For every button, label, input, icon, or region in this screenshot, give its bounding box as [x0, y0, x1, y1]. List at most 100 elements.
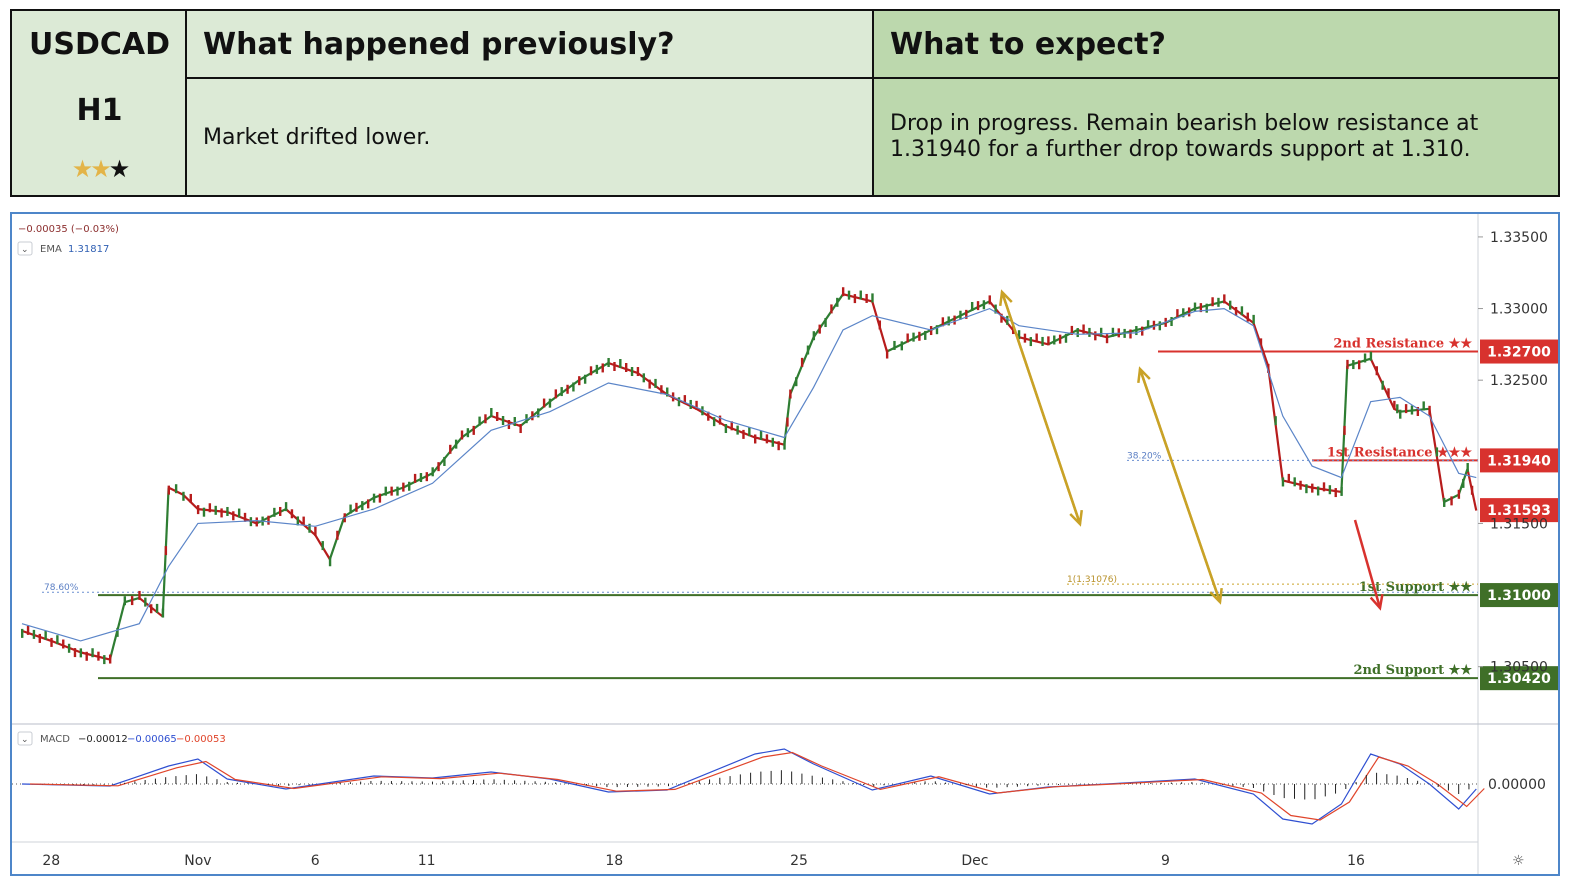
candle: [408, 481, 411, 491]
candle: [783, 440, 786, 450]
macd-collapse-button[interactable]: [17, 731, 33, 746]
candle: [789, 389, 792, 399]
level-label: 2nd Support ★★: [1354, 663, 1473, 678]
macd-zero-tick: 0.00000: [1488, 777, 1546, 793]
symbol-label: USDCAD: [28, 27, 170, 62]
candle: [214, 505, 217, 515]
candle: [1404, 404, 1408, 414]
level-price-tag: [1480, 666, 1558, 691]
candle: [742, 429, 745, 439]
price-segment: [519, 400, 551, 427]
ema-value: 1.31817: [68, 244, 109, 255]
candle: [918, 331, 921, 341]
candle: [336, 530, 339, 540]
candle: [660, 385, 663, 395]
candle: [695, 400, 698, 410]
candle: [572, 382, 575, 392]
candle: [490, 407, 493, 417]
current-price-text: 1.31593: [1487, 503, 1551, 519]
price-segment: [1194, 300, 1225, 310]
candle: [589, 366, 593, 376]
candle: [466, 428, 470, 438]
candle: [878, 320, 882, 330]
candle: [1252, 314, 1255, 324]
change-readout: −0.00035 (−0.03%): [18, 224, 119, 235]
candle: [189, 493, 192, 503]
candle: [1012, 325, 1015, 335]
star-empty-icon: ★: [108, 155, 130, 183]
y-tick-label: 1.32500: [1490, 373, 1548, 389]
candle: [390, 486, 393, 496]
price-segment: [285, 508, 316, 536]
candle: [182, 491, 185, 501]
candle: [1328, 485, 1332, 495]
candle: [1281, 477, 1285, 487]
ema-label: EMA: [40, 244, 62, 255]
candle: [1396, 404, 1399, 414]
candle: [255, 517, 258, 527]
candle: [321, 541, 324, 551]
candle: [1182, 308, 1185, 318]
candle: [765, 434, 769, 444]
candle: [724, 424, 728, 434]
candle: [108, 654, 112, 664]
price-segment: [50, 639, 82, 654]
fib-382-label: 38.20%: [1127, 451, 1162, 461]
ema-collapse-button[interactable]: [17, 241, 33, 256]
candle: [841, 287, 845, 297]
candle: [924, 330, 927, 340]
candle: [1246, 312, 1249, 322]
candle: [396, 486, 399, 496]
candle: [1205, 303, 1208, 313]
candle: [1076, 328, 1079, 338]
settings-gear-icon[interactable]: ☼: [1512, 853, 1525, 869]
candle: [32, 629, 36, 639]
candle: [495, 412, 499, 421]
candle: [1443, 497, 1446, 507]
candle: [443, 456, 446, 466]
chevron-down-icon: ⌄: [21, 735, 29, 745]
previous-body-cell: Market drifted lower.: [187, 79, 874, 195]
candle: [1211, 297, 1214, 307]
candle: [1041, 336, 1044, 346]
candle: [1357, 360, 1361, 370]
candle: [560, 387, 563, 397]
expect-body-cell: Drop in progress. Remain bearish below r…: [874, 79, 1558, 195]
candle: [988, 295, 991, 305]
candle: [595, 364, 599, 374]
candle: [237, 508, 241, 518]
candle: [1457, 489, 1461, 499]
candle: [818, 324, 821, 334]
candle: [460, 430, 464, 440]
candle: [578, 376, 581, 386]
macd-value: −0.00012: [78, 734, 128, 745]
candle: [1293, 477, 1296, 487]
price-segment: [1018, 336, 1049, 346]
symbol-cell: USDCAD H1 ★★★: [12, 11, 187, 195]
candle: [1287, 473, 1291, 483]
candle: [771, 437, 774, 447]
candle: [583, 374, 587, 384]
candle: [906, 333, 909, 343]
candle: [1035, 333, 1038, 343]
candle: [836, 297, 839, 307]
candle: [759, 430, 763, 440]
x-tick-label: 18: [605, 853, 623, 869]
price-segment: [197, 508, 228, 514]
candle: [624, 363, 628, 373]
candle: [1023, 333, 1027, 343]
gold-arrow-down-head: [1069, 509, 1083, 527]
level-price-text: 1.31940: [1487, 453, 1551, 469]
candle: [1322, 482, 1326, 492]
candle: [67, 643, 71, 653]
macd-signal-value: −0.00065: [127, 734, 177, 745]
candle: [953, 315, 956, 325]
candle: [1381, 380, 1384, 390]
candle: [431, 467, 434, 477]
level-label: 2nd Resistance ★★: [1333, 337, 1472, 352]
candle: [965, 309, 968, 319]
candle: [1152, 320, 1156, 330]
candle: [425, 472, 429, 482]
candle: [619, 359, 622, 368]
expect-header-cell: What to expect?: [874, 11, 1558, 79]
